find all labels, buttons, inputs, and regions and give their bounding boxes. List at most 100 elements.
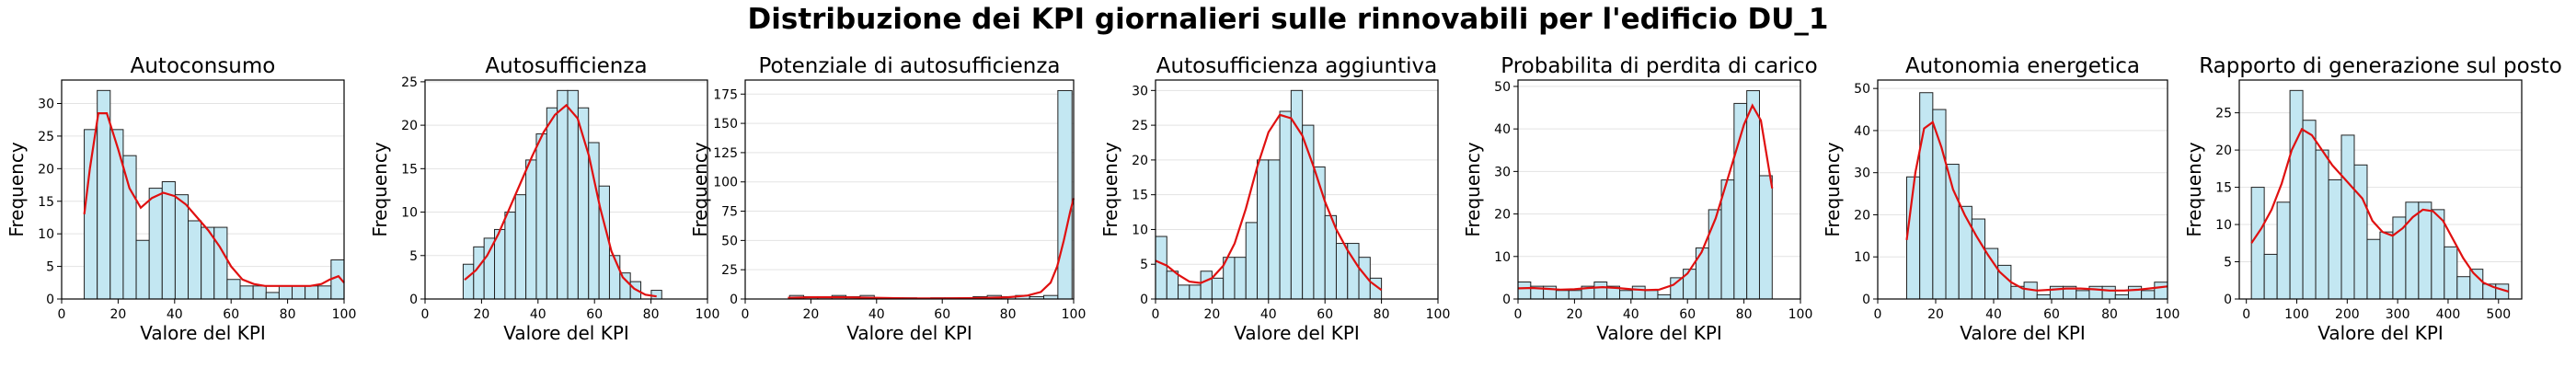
chart-panel-7: 0 100 200 300 400 500 0 5 10 15 20 25 Rapporto di ge… [2183,54,2562,344]
chart-panel-4: 0 20 40 60 80 100 0 5 10 15 20 25 30 Autosufficienza … [1099,54,1450,344]
x-tick-label: 0 [2242,307,2250,322]
y-axis-label: Frequency [1462,142,1484,236]
histogram-bar [148,188,163,300]
y-tick-label: 125 [713,146,738,161]
y-axis-label: Frequency [369,142,391,236]
y-tick-label: 40 [1854,124,1870,139]
x-tick-label: 20 [1927,307,1944,322]
histogram-bar [1057,89,1073,300]
histogram-bar [252,285,267,300]
x-tick-label: 40 [530,307,546,322]
x-tick-label: 60 [1679,307,1696,322]
chart-title: Autonomia energetica [1905,54,2140,78]
x-tick-label: 80 [1374,307,1390,322]
x-tick-label: 40 [1985,307,2002,322]
y-tick-label: 0 [46,293,54,307]
x-tick-label: 100 [2156,307,2180,322]
y-tick-label: 30 [1854,167,1870,181]
y-tick-label: 10 [1132,223,1148,237]
x-tick-label: 400 [2436,307,2461,322]
y-tick-label: 15 [401,162,418,177]
histogram-bar [1683,269,1696,300]
y-tick-label: 50 [721,234,738,248]
histogram-bar [2328,178,2342,300]
histogram-bar [1324,214,1337,300]
histogram-bar [2431,209,2445,300]
y-tick-label: 20 [1494,208,1511,223]
x-tick-label: 500 [2486,307,2511,322]
histogram-bar [650,290,662,300]
histogram-bar [97,89,111,300]
histogram-bar [2340,134,2355,300]
histogram-bar [1517,282,1532,300]
histogram-bar [1211,277,1225,300]
histogram-bar [2353,164,2368,300]
histogram-bar [2114,293,2129,300]
y-axis-label: Frequency [6,142,28,236]
y-tick-label: 10 [1494,250,1511,265]
histogram-bar [514,194,527,300]
histogram-bar [201,226,215,300]
y-tick-label: 0 [1862,293,1870,307]
x-axis-label: Valore del KPI [140,322,266,344]
chart-title: Rapporto di generazione sul posto [2199,54,2562,78]
x-tick-label: 0 [58,307,66,322]
x-tick-label: 200 [2335,307,2360,322]
y-tick-label: 20 [38,162,54,177]
chart-panel-1: 0 20 40 60 80 100 0 5 10 15 20 25 30 Autoconsumo Valor… [6,54,356,344]
histogram-bar [2127,285,2143,300]
x-tick-label: 60 [934,307,950,322]
histogram-bar [109,129,124,300]
y-tick-label: 5 [46,260,54,275]
axes-frame [61,79,345,300]
y-tick-label: 20 [1854,208,1870,223]
chart-panel-3: 0 20 40 60 80 100 0 25 50 75 100 125 150 175 Potenzial… [689,54,1086,344]
histogram-bar [504,212,516,300]
histogram-bar [213,226,228,300]
x-tick-label: 300 [2386,307,2410,322]
histogram-bar [1568,290,1582,300]
histogram-bar [1644,290,1659,300]
x-tick-label: 60 [2043,307,2060,322]
histogram-bar [1958,205,1972,300]
y-tick-label: 30 [38,98,54,112]
histogram-bar [546,107,558,300]
histogram-bar [1189,284,1202,300]
y-tick-label: 15 [2215,181,2232,196]
y-tick-label: 10 [401,206,418,221]
histogram-bar [1708,209,1722,300]
axes-frame [1155,79,1439,300]
y-axis-label: Frequency [2183,142,2205,236]
histogram-bar [1746,90,1760,300]
x-tick-label: 40 [1260,307,1277,322]
y-tick-label: 5 [1140,258,1148,272]
kde-line [788,198,1075,300]
y-tick-label: 150 [713,117,738,132]
chart-title: Autosufficienza [485,54,647,78]
chart-panel-5: 0 20 40 60 80 100 0 10 20 30 40 50 Probabilita di pe… [1462,54,1818,344]
histogram-bar [1631,285,1646,300]
y-tick-label: 10 [1854,250,1870,265]
chart-panel-2: 0 20 40 60 80 100 0 5 10 15 20 25 Autosufficienza Val… [369,54,719,344]
y-tick-label: 5 [409,249,418,264]
histogram-bar [557,89,569,300]
x-tick-label: 80 [280,307,296,322]
x-axis-label: Valore del KPI [1596,322,1722,344]
x-tick-label: 40 [1623,307,1639,322]
y-tick-label: 20 [2215,144,2232,158]
y-tick-label: 25 [2215,107,2232,121]
histogram-bar [2444,246,2458,300]
histogram-bar [292,285,306,300]
y-tick-label: 0 [1502,293,1511,307]
histogram-bar [1657,293,1672,300]
axes-frame [2238,79,2523,300]
histogram-bar [2392,216,2407,300]
y-tick-label: 30 [1494,165,1511,179]
y-tick-label: 0 [1140,293,1148,307]
chart-title: Potenziale di autosufficienza [758,54,1060,78]
histogram-bar [2379,231,2394,300]
histogram-bar [1619,290,1633,300]
histogram-bar [2469,269,2484,300]
y-tick-label: 0 [409,293,418,307]
